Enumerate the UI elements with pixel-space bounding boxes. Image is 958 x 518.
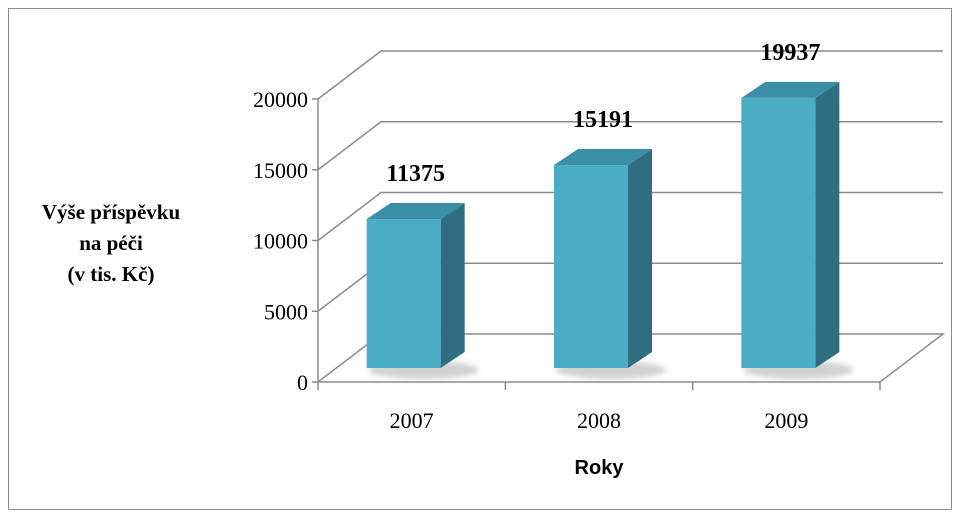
bar-top [366,203,465,220]
x-axis-title: Roky [575,457,625,479]
axes [312,98,881,390]
y-tick-label: 0 [297,370,308,395]
bars [366,81,854,379]
x-tick-label-2007: 2007 [390,408,434,433]
bar-side [628,149,652,368]
bar-top [554,149,652,166]
bar-front [366,219,441,368]
data-label-2009: 19937 [760,40,820,66]
data-label-2007: 11375 [386,161,445,187]
y-tick-label: 15000 [253,158,308,183]
gridline [317,50,943,100]
bar-2007 [366,203,479,379]
x-tick-label-2009: 2009 [764,408,808,433]
y-tick-label: 5000 [264,299,308,324]
y-axis-title-line: (v tis. Kč) [68,262,155,286]
floor-outline [317,333,946,383]
y-axis-title-line: Výše příspěvku [42,200,181,224]
bar-front [554,165,628,368]
y-axis-title-line: na péči [79,231,143,255]
data-label-2008: 15191 [573,107,633,133]
y-tick-label: 10000 [253,229,308,254]
y-tick-label: 20000 [253,87,308,112]
bar-top [741,81,840,98]
bar-2008 [554,149,666,379]
bar-2009 [741,81,854,379]
labels: 0 5000 10000 15000 20000 11375 2007 15191 2008 19… [42,40,820,479]
bar-front [741,97,816,368]
x-tick-label-2008: 2008 [577,408,621,433]
chart-walls [317,333,946,383]
bar-side [815,81,840,368]
bar-side [440,203,465,368]
